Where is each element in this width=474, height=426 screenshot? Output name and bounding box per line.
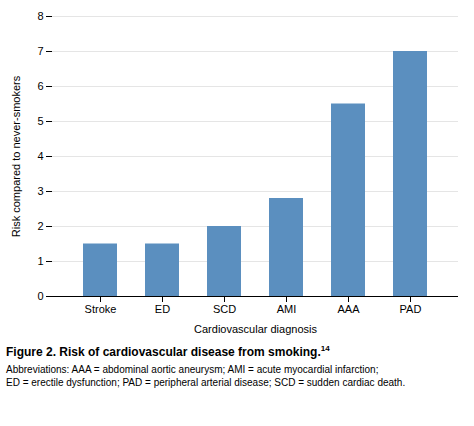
svg-text:Risk compared to never-smokers: Risk compared to never-smokers [10,75,22,237]
svg-text:7: 7 [37,45,43,57]
svg-text:3: 3 [37,185,43,197]
html-text:ED = erectile dysfunction; PAD: ED = erectile dysfunction; PAD = periphe… [6,377,406,388]
svg-text:AMI: AMI [277,303,297,315]
svg-text:2: 2 [37,220,43,232]
svg-text:4: 4 [37,150,43,162]
svg-text:8: 8 [37,10,43,22]
svg-text:AAA: AAA [337,303,360,315]
svg-text:Stroke: Stroke [85,303,117,315]
html-text:Abbreviations: AAA = abdominal: Abbreviations: AAA = abdominal aortic an… [6,364,379,375]
svg-text:0: 0 [37,290,43,302]
svg-text:Cardiovascular diagnosis: Cardiovascular diagnosis [194,323,317,335]
svg-text:6: 6 [37,80,43,92]
svg-text:ED: ED [155,303,170,315]
svg-text:5: 5 [37,115,43,127]
svg-text:SCD: SCD [213,303,236,315]
svg-text:1: 1 [37,255,43,267]
svg-text:PAD: PAD [400,303,422,315]
html-text:Figure 2. Risk of cardiovascul: Figure 2. Risk of cardiovascular disease… [6,344,330,359]
